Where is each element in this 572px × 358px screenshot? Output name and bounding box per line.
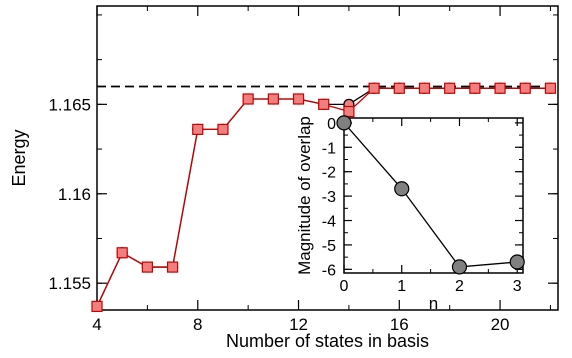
main-series-1-point — [343, 105, 355, 118]
inset-y-tick-label: -5 — [322, 238, 336, 255]
main-series-1-point — [242, 93, 254, 105]
inset-x-tick-label: 3 — [513, 278, 522, 295]
inset-series-0-point — [451, 259, 468, 275]
inset-plot: 0 1 2 3 0 -1 -2 -3 -4 -5 -6 n Magnitude of overlap — [295, 115, 525, 313]
main-series-1-point — [494, 82, 506, 94]
main-series-1-point — [91, 300, 103, 313]
main-series-1-point — [318, 98, 330, 110]
main-x-tick-label: 16 — [390, 315, 409, 334]
inset-y-tick-label: 0 — [327, 116, 336, 133]
main-series-1-point — [544, 82, 557, 94]
inset-x-axis-title: n — [429, 294, 438, 313]
inset-x-tick-label: 2 — [455, 278, 464, 295]
main-x-axis-title: Number of states in basis — [226, 331, 429, 351]
main-series-1-point — [166, 261, 179, 273]
inset-x-tick-label: 1 — [397, 278, 406, 295]
inset-y-tick-label: -1 — [322, 140, 336, 157]
main-series-1-point — [217, 123, 229, 135]
main-x-tick-label: 8 — [193, 315, 202, 334]
main-series-1-point — [393, 82, 405, 94]
inset-y-tick-label: -3 — [322, 189, 336, 206]
main-series-1-point — [368, 82, 380, 94]
main-series-1-point — [141, 261, 153, 273]
inset-y-tick-label: -4 — [322, 214, 336, 231]
inset-series-0-line — [343, 122, 518, 268]
main-x-tick-label: 12 — [289, 315, 308, 334]
inset-series-0-point — [509, 254, 525, 270]
main-y-axis-title: Energy — [9, 129, 29, 186]
inset-y-tick-label: -6 — [322, 262, 336, 279]
main-series-1-point — [267, 93, 279, 105]
main-series-1-point — [418, 82, 431, 94]
inset-series-0-point — [394, 181, 410, 197]
main-x-tick-label: 4 — [92, 315, 101, 334]
main-series-1-point — [192, 123, 204, 135]
inset-plot-frame — [343, 117, 524, 274]
main-y-tick-label: 1.165 — [48, 95, 91, 114]
main-series-1-point — [469, 82, 481, 94]
inset-y-tick-label: -2 — [322, 165, 336, 182]
main-series-1-point — [444, 82, 456, 94]
inset-y-axis-title: Magnitude of overlap — [295, 116, 314, 275]
inset-series-0-point — [336, 115, 352, 131]
main-y-tick-label: 1.155 — [48, 274, 91, 293]
main-x-tick-label: 20 — [491, 315, 510, 334]
main-y-tick-label: 1.16 — [58, 185, 91, 204]
inset-x-tick-label: 0 — [340, 278, 349, 295]
main-series-1-point — [292, 93, 305, 105]
main-series-1-point — [519, 82, 531, 94]
main-series-1-point — [116, 247, 128, 259]
